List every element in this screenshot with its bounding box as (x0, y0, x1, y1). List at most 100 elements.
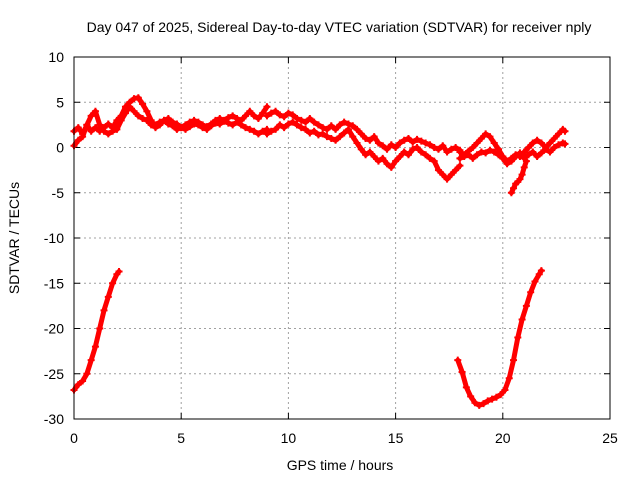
data-point (374, 157, 382, 165)
data-point (537, 139, 545, 147)
data-point (456, 154, 464, 162)
data-point (555, 130, 563, 138)
data-point (458, 368, 466, 376)
data-point (323, 125, 331, 133)
data-point (516, 175, 524, 183)
data-point (121, 109, 129, 117)
data-point (477, 134, 485, 142)
data-point (396, 139, 404, 147)
data-point (525, 144, 533, 151)
data-point (314, 121, 322, 129)
data-point (289, 111, 297, 119)
data-layer (70, 94, 569, 409)
data-point (87, 112, 95, 120)
data-point (96, 121, 104, 129)
data-point (542, 145, 550, 153)
data-point (272, 125, 280, 133)
data-point (280, 124, 288, 132)
series-trace-i (454, 267, 545, 409)
data-point (473, 139, 481, 147)
data-point (533, 153, 541, 161)
series-line (71, 269, 122, 393)
data-point (267, 109, 275, 117)
data-point (254, 115, 262, 123)
data-point (323, 133, 331, 141)
data-point (109, 127, 117, 135)
data-point (242, 124, 250, 132)
y-tick-label: -20 (44, 321, 64, 337)
series-line (455, 268, 544, 408)
data-point (233, 118, 241, 126)
data-point (492, 393, 500, 401)
data-point (482, 130, 490, 138)
data-point (186, 123, 194, 131)
data-point (91, 107, 99, 115)
data-point (456, 148, 464, 156)
data-point (464, 151, 472, 159)
data-point (293, 121, 301, 129)
series-trace-b (70, 103, 271, 150)
data-point (409, 138, 417, 146)
data-point (383, 145, 391, 153)
data-point (181, 125, 189, 133)
data-point (471, 399, 479, 407)
data-point (280, 113, 288, 121)
x-tick-label: 10 (281, 430, 297, 446)
data-point (484, 397, 492, 405)
data-point (259, 109, 267, 117)
grid-layer (74, 57, 610, 419)
data-point (404, 151, 412, 159)
data-point (499, 154, 507, 162)
data-point (422, 151, 430, 159)
data-point (443, 175, 451, 183)
x-axis-label: GPS time / hours (287, 457, 394, 473)
data-point (456, 162, 464, 170)
data-point (115, 267, 123, 275)
data-point (387, 163, 395, 171)
data-point (143, 107, 151, 115)
data-point (139, 100, 147, 108)
data-point (486, 133, 494, 141)
data-point (263, 103, 271, 111)
data-point (74, 381, 82, 389)
data-point (434, 166, 442, 174)
y-tick-label: 10 (48, 49, 64, 65)
y-tick-label: 5 (56, 94, 64, 110)
data-point (349, 133, 357, 141)
data-point (254, 130, 262, 138)
data-point (100, 127, 108, 135)
data-point (79, 377, 87, 385)
data-point (250, 112, 258, 120)
data-point (169, 122, 177, 130)
series-line (71, 95, 270, 137)
data-point (91, 343, 99, 351)
data-point (430, 144, 438, 151)
data-point (490, 139, 498, 147)
data-point (362, 134, 370, 142)
data-point (520, 163, 528, 171)
data-point (126, 103, 134, 111)
data-point (516, 149, 524, 157)
data-point (353, 139, 361, 147)
data-point (439, 142, 447, 150)
data-point (306, 129, 314, 137)
data-point (488, 395, 496, 403)
data-point (426, 141, 434, 149)
data-point (199, 124, 207, 132)
data-point (160, 116, 168, 124)
data-point (250, 127, 258, 135)
data-point (164, 120, 172, 128)
x-tick-label: 15 (388, 430, 404, 446)
data-point (510, 184, 518, 192)
data-point (527, 288, 535, 296)
data-point (87, 356, 95, 364)
data-point (473, 151, 481, 159)
data-point (370, 133, 378, 141)
data-point (480, 400, 488, 408)
data-point (109, 279, 117, 287)
data-point (156, 118, 164, 126)
y-tick-label: -15 (44, 275, 64, 291)
data-point (379, 154, 387, 162)
x-tick-label: 25 (602, 430, 618, 446)
